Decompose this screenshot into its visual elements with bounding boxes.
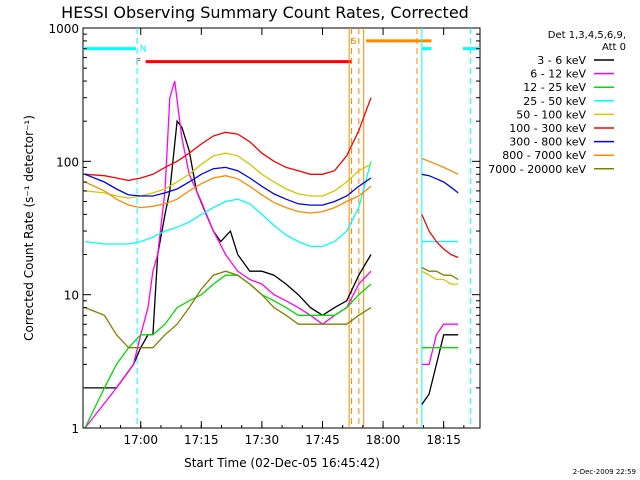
legend-label-12-25-kev: 12 - 25 keV — [523, 81, 586, 94]
footer-timestamp: 2-Dec-2009 22:59 — [573, 468, 636, 476]
legend-label-3-6-kev: 3 - 6 keV — [537, 54, 586, 67]
y-tick-label: 1000 — [48, 22, 79, 36]
plot-frame — [82, 27, 481, 429]
legend-label-7000-20000-kev: 7000 - 20000 keV — [488, 163, 586, 176]
y-tick-label: 1 — [71, 422, 79, 436]
series-line-6-12-kev-seg1 — [421, 323, 459, 366]
event-bar-label-s: S — [351, 37, 357, 47]
legend-label-800-7000-kev: 800 - 7000 keV — [502, 149, 586, 162]
x-tick-label: 17:30 — [245, 433, 280, 447]
event-bars: NF S — [83, 37, 480, 68]
series-line-3-6-kev-seg1 — [421, 334, 459, 405]
axes-ticks: 17:00 17:15 17:30 17:45 18:00 18:15 1 10 100 1000 — [48, 22, 480, 447]
legend-label-50-100-kev: 50 - 100 keV — [516, 108, 586, 121]
series-line-6-12-kev-seg0 — [84, 80, 372, 429]
series-line-7000-20000-kev-seg1 — [421, 266, 459, 281]
series-lines — [84, 80, 459, 429]
series-line-12-25-kev-seg0 — [84, 274, 372, 429]
series-line-25-50-kev-seg0 — [84, 161, 372, 248]
series-line-300-800-kev-seg0 — [84, 166, 372, 206]
series-line-800-7000-kev-seg0 — [84, 175, 372, 214]
x-tick-label: 17:45 — [305, 433, 340, 447]
legend-label-25-50-kev: 25 - 50 keV — [523, 95, 586, 108]
event-bar-label-f: F — [136, 58, 141, 68]
x-tick-label: 18:00 — [366, 433, 401, 447]
y-axis-label: Corrected Count Rate (s⁻¹ detector⁻¹) — [22, 115, 36, 341]
legend-label-6-12-kev: 6 - 12 keV — [530, 68, 586, 81]
legend-detector-text: Det 1,3,4,5,6,9, — [548, 30, 626, 41]
y-tick-label: 100 — [56, 155, 79, 169]
series-line-300-800-kev-seg1 — [421, 173, 459, 194]
x-tick-label: 17:15 — [184, 433, 219, 447]
series-line-800-7000-kev-seg1 — [421, 157, 459, 175]
event-marker-lines — [136, 28, 471, 428]
series-line-100-300-kev-seg0 — [84, 97, 372, 182]
x-axis-label: Start Time (02-Dec-05 16:45:42) — [184, 456, 380, 470]
event-bar-label-n: N — [140, 45, 147, 55]
series-line-50-100-kev-seg1 — [421, 270, 459, 285]
legend-attenuator-text: Att 0 — [602, 42, 626, 53]
x-tick-label: 18:15 — [426, 433, 461, 447]
series-line-100-300-kev-seg1 — [421, 214, 459, 259]
chart-title: HESSI Observing Summary Count Rates, Cor… — [61, 3, 469, 22]
series-line-7000-20000-kev-seg0 — [84, 270, 372, 349]
x-tick-label: 17:00 — [123, 433, 158, 447]
legend-label-100-300-kev: 100 - 300 keV — [509, 122, 586, 135]
y-tick-label: 10 — [64, 289, 79, 303]
legend-label-300-800-kev: 300 - 800 keV — [509, 136, 586, 149]
